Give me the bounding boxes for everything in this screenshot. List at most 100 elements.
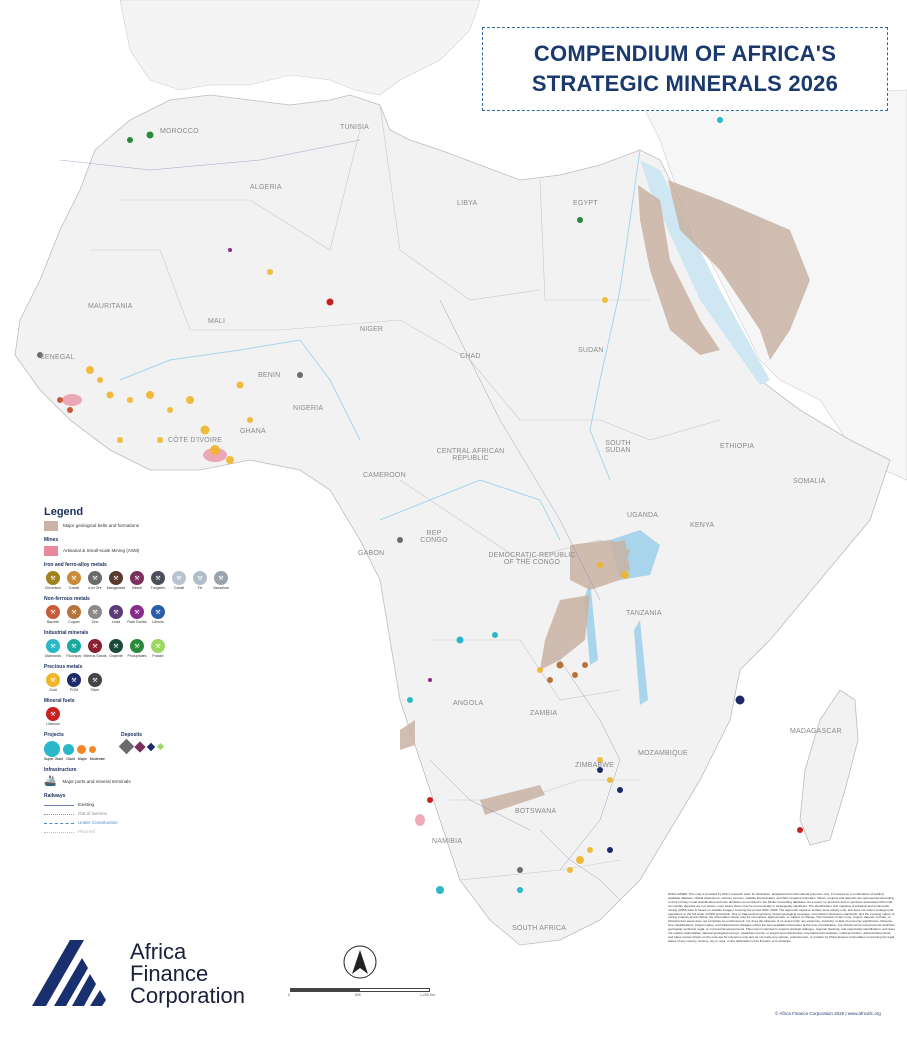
afc-wordmark: Africa Finance Corporation	[130, 939, 245, 1008]
scale-end: 1,200 Km	[420, 993, 435, 997]
label-ethiopia: ETHIOPIA	[720, 443, 755, 450]
label-madagascar: MADAGASCAR	[790, 728, 842, 735]
legend-item: ⚒ Graphite	[107, 639, 125, 658]
label-zimbabwe: ZIMBABWE	[575, 762, 614, 769]
pick-icon: ⚒	[130, 571, 144, 585]
legend-item: ⚒ Diamonds	[44, 639, 62, 658]
legend-fuels-icons: ⚒ Uranium	[44, 707, 244, 726]
deposit-size-icon	[146, 742, 156, 751]
legend-item: ⚒ Vanadium	[212, 571, 230, 590]
legend: Legend Major geological belts and format…	[44, 506, 244, 835]
asm-swatch	[44, 546, 58, 556]
legend-item: ⚒ Tin	[191, 571, 209, 590]
rail-existing-row: Existing	[44, 802, 244, 808]
pick-icon: ⚒	[46, 605, 60, 619]
pick-icon: ⚒	[88, 673, 102, 687]
legend-nonferrous-icons: ⚒ Bauxite ⚒ Copper ⚒ Zinc ⚒ Lead ⚒ Rare Earth…	[44, 605, 244, 624]
legend-asm-label: Artisanal & Small-scale Mining (ASM)	[63, 548, 140, 553]
legend-item: ⚒ Lithium	[149, 605, 167, 624]
legend-belts-row: Major geological belts and formations	[44, 521, 244, 531]
deposit-size-icon	[118, 738, 135, 755]
label-somalia: SOMALIA	[793, 478, 826, 485]
geological-belts	[400, 180, 810, 815]
europe-land	[119, 0, 481, 96]
label-cameroon: CAMEROON	[363, 472, 406, 479]
afc-logo-icon	[32, 940, 106, 1006]
legend-iron-title: Iron and ferro-alloy metals	[44, 562, 107, 568]
legend-item: ⚒ Fluorspar	[65, 639, 83, 658]
legend-industrial-icons: ⚒ Diamonds ⚒ Fluorspar ⚒ Mineral Sands ⚒ Gra…	[44, 639, 244, 658]
pick-icon: ⚒	[151, 605, 165, 619]
pick-icon: ⚒	[46, 707, 60, 721]
legend-item: ⚒ Gold	[44, 673, 62, 692]
legend-asm-row: Artisanal & Small-scale Mining (ASM)	[44, 546, 244, 556]
project-size-icon	[63, 743, 74, 755]
legend-projects: Projects Super Giant Giant Major Moderat…	[44, 732, 105, 761]
rail-under-row: Under Construction	[44, 820, 244, 826]
legend-item: ⚒ Chromium	[44, 571, 62, 590]
label-egypt: EGYPT	[573, 200, 598, 207]
legend-precious-icons: ⚒ Gold ⚒ PGM ⚒ Silver	[44, 673, 244, 692]
legend-mines-title: Mines	[44, 537, 59, 543]
label-zambia: ZAMBIA	[530, 710, 558, 717]
legend-deposits: Deposits	[118, 732, 165, 761]
project-size-icon	[89, 745, 96, 753]
label-namibia: NAMIBIA	[432, 838, 463, 845]
pick-icon: ⚒	[88, 571, 102, 585]
legend-item: ⚒ Cobalt	[65, 571, 83, 590]
legend-item: ⚒ Silver	[86, 673, 104, 692]
pick-icon: ⚒	[46, 639, 60, 653]
label-cote-divoire: CÔTE D'IVOIRE	[168, 437, 223, 444]
legend-industrial-title: Industrial minerals	[44, 630, 89, 636]
legend-sizes: Projects Super Giant Giant Major Moderat…	[44, 732, 244, 761]
disclaimer-text: DISCLAIMER: This map is provided by AFC'…	[668, 892, 895, 943]
legend-item: ⚒ Uranium	[44, 707, 62, 726]
scale-mid: 600	[355, 993, 361, 997]
legend-item: ⚒ Potash	[149, 639, 167, 658]
label-south-sudan: SOUTH SUDAN	[605, 440, 631, 454]
pick-icon: ⚒	[67, 571, 81, 585]
pick-icon: ⚒	[172, 571, 186, 585]
legend-nonferrous-title: Non-ferrous metals	[44, 596, 90, 602]
copyright-text[interactable]: © Africa Finance Corporation 2026 | www.…	[775, 1011, 881, 1016]
label-mauritania: MAURITANIA	[88, 303, 133, 310]
scale-zero: 0	[288, 993, 290, 997]
label-car: CENTRAL AFRICAN REPUBLIC	[436, 448, 505, 462]
legend-fuels-title: Mineral fuels	[44, 698, 75, 704]
country-borders	[90, 104, 721, 881]
label-niger: NIGER	[360, 326, 384, 333]
project-size-icon	[77, 744, 86, 754]
label-mali: MALI	[208, 318, 226, 325]
legend-item: ⚒ Phosphates	[128, 639, 147, 658]
ship-icon: 🚢	[44, 776, 57, 787]
pick-icon: ⚒	[109, 639, 123, 653]
label-tunisia: TUNISIA	[340, 124, 370, 131]
mineral-points	[37, 117, 803, 894]
legend-iron-icons: ⚒ Chromium ⚒ Cobalt ⚒ Iron Ore ⚒ Manganese ⚒…	[44, 571, 244, 590]
legend-item: ⚒ Zinc	[86, 605, 104, 624]
north-arrow-icon	[343, 945, 377, 979]
pick-icon: ⚒	[67, 605, 81, 619]
label-ghana: GHANA	[240, 428, 266, 435]
label-tanzania: TANZANIA	[626, 610, 662, 617]
title-box: COMPENDIUM OF AFRICA'S STRATEGIC MINERAL…	[482, 27, 888, 111]
pick-icon: ⚒	[130, 639, 144, 653]
pick-icon: ⚒	[214, 571, 228, 585]
label-algeria: ALGERIA	[250, 184, 282, 191]
deposit-size-icon	[134, 740, 146, 753]
pick-icon: ⚒	[67, 673, 81, 687]
label-botswana: BOTSWANA	[515, 808, 557, 815]
pick-icon: ⚒	[193, 571, 207, 585]
label-drc: DEMOCRATIC REPUBLIC OF THE CONGO	[488, 552, 576, 566]
label-sudan: SUDAN	[578, 347, 604, 354]
title-line-1: COMPENDIUM OF AFRICA'S	[533, 41, 837, 66]
label-south-africa: SOUTH AFRICA	[512, 925, 567, 932]
rail-out-row: Out of Service	[44, 811, 244, 817]
pick-icon: ⚒	[46, 673, 60, 687]
legend-item: ⚒ Nickel	[128, 571, 146, 590]
label-morocco: MOROCCO	[160, 128, 199, 135]
legend-item: ⚒ Manganese	[107, 571, 125, 590]
legend-item: ⚒ Mineral Sands	[84, 639, 107, 658]
deposit-size-icon	[156, 742, 165, 751]
